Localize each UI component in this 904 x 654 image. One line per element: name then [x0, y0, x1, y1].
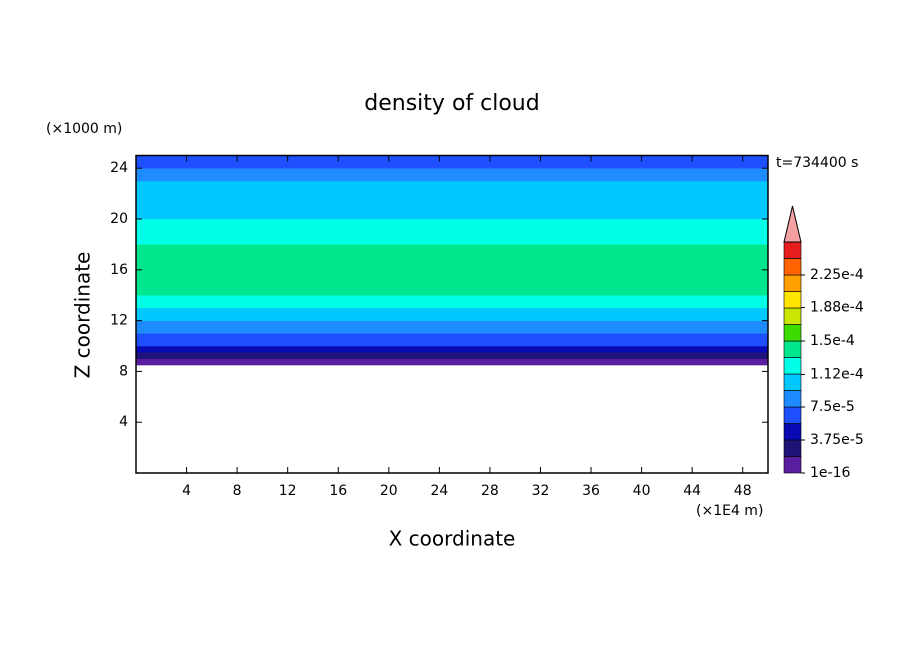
colorbar-box: [783, 307, 802, 325]
colorbar-label: 1.12e-4: [810, 366, 864, 382]
contour-band: [135, 244, 769, 296]
colorbar-box: [783, 274, 802, 292]
x-tick-label: 36: [582, 483, 600, 499]
colorbar-box: [783, 357, 802, 375]
y-axis-label: Z coordinate: [71, 252, 95, 379]
y-tick-label: 8: [119, 363, 128, 379]
colorbar-box: [783, 373, 802, 391]
colorbar-box: [783, 406, 802, 424]
colorbar-box: [783, 439, 802, 457]
x-tick-label: 12: [279, 483, 297, 499]
contour-band: [135, 167, 769, 182]
x-axis-label: X coordinate: [389, 527, 516, 551]
contour-band: [135, 294, 769, 309]
colorbar-label: 1e-16: [810, 465, 850, 481]
y-tick-label: 24: [110, 160, 128, 176]
x-tick-label: 44: [683, 483, 701, 499]
y-unit: (×1000 m): [46, 121, 122, 137]
colorbar-label: 2.25e-4: [810, 267, 864, 283]
contour-band: [135, 320, 769, 334]
x-tick-label: 40: [633, 483, 651, 499]
colorbar-box: [783, 423, 802, 441]
x-unit: (×1E4 m): [696, 503, 763, 519]
x-tick-label: 28: [481, 483, 499, 499]
contour-band: [135, 345, 769, 353]
colorbar-box: [783, 258, 802, 276]
contour-band: [135, 155, 769, 169]
contour-band: [135, 352, 769, 359]
contour-band: [135, 218, 769, 245]
y-tick-label: 20: [110, 211, 128, 227]
colorbar-label: 1.88e-4: [810, 300, 864, 316]
contour-band: [135, 307, 769, 321]
time-label: t=734400 s: [776, 155, 858, 171]
contour-band: [135, 193, 769, 220]
colorbar-box: [783, 291, 802, 309]
contour-band: [135, 180, 769, 194]
y-tick-label: 16: [110, 262, 128, 278]
y-tick-label: 4: [119, 414, 128, 430]
colorbar-box: [783, 456, 802, 474]
chart-title: density of cloud: [364, 91, 539, 116]
colorbar-extend: [783, 205, 802, 243]
x-tick-label: 8: [233, 483, 242, 499]
colorbar-label: 3.75e-5: [810, 432, 864, 448]
x-tick-label: 16: [329, 483, 347, 499]
colorbar-box: [783, 241, 802, 259]
contour-band: [135, 333, 769, 340]
y-tick-label: 12: [110, 313, 128, 329]
colorbar-box: [783, 390, 802, 408]
colorbar-label: 1.5e-4: [810, 333, 855, 349]
contour-band: [135, 358, 769, 366]
colorbar-box: [783, 340, 802, 358]
colorbar-box: [783, 324, 802, 342]
x-tick-label: 32: [532, 483, 550, 499]
x-tick-label: 20: [380, 483, 398, 499]
colorbar-label: 7.5e-5: [810, 399, 855, 415]
plot-frame: [135, 154, 769, 474]
x-tick-label: 48: [734, 483, 752, 499]
x-tick-label: 4: [182, 483, 191, 499]
contour-band: [135, 339, 769, 347]
x-tick-label: 24: [430, 483, 448, 499]
